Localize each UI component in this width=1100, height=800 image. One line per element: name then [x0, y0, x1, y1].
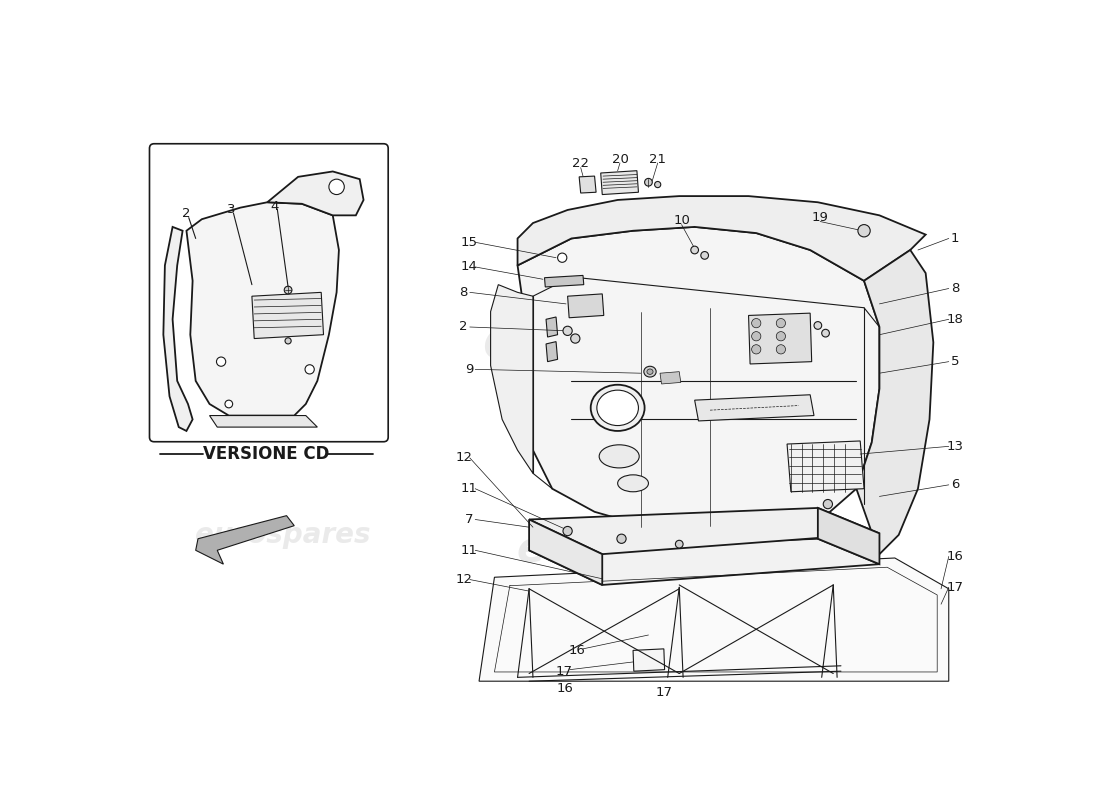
- Polygon shape: [252, 292, 323, 338]
- Polygon shape: [695, 394, 814, 421]
- Polygon shape: [856, 250, 933, 554]
- Polygon shape: [601, 170, 638, 194]
- Circle shape: [563, 326, 572, 335]
- Text: 6: 6: [950, 478, 959, 491]
- Circle shape: [751, 318, 761, 328]
- Text: 16: 16: [557, 682, 574, 695]
- Circle shape: [814, 322, 822, 330]
- Polygon shape: [529, 538, 880, 585]
- Text: eurospares: eurospares: [482, 316, 815, 368]
- Text: 19: 19: [812, 211, 828, 224]
- Polygon shape: [818, 508, 880, 564]
- Text: 3: 3: [227, 203, 235, 217]
- Polygon shape: [788, 441, 865, 492]
- Polygon shape: [546, 342, 558, 362]
- Polygon shape: [480, 558, 948, 682]
- Circle shape: [645, 178, 652, 186]
- Ellipse shape: [597, 390, 638, 426]
- Circle shape: [691, 246, 698, 254]
- Text: 22: 22: [572, 158, 590, 170]
- Text: 12: 12: [455, 451, 472, 464]
- Polygon shape: [580, 176, 596, 193]
- Circle shape: [285, 338, 292, 344]
- Ellipse shape: [647, 369, 653, 374]
- Text: 8: 8: [460, 286, 467, 299]
- Circle shape: [822, 330, 829, 337]
- Circle shape: [777, 318, 785, 328]
- Circle shape: [217, 357, 226, 366]
- Polygon shape: [568, 294, 604, 318]
- Polygon shape: [517, 196, 926, 281]
- Circle shape: [284, 286, 292, 294]
- Text: 9: 9: [465, 363, 473, 376]
- Polygon shape: [749, 313, 812, 364]
- Circle shape: [558, 253, 566, 262]
- Polygon shape: [267, 171, 363, 215]
- Polygon shape: [546, 317, 558, 337]
- Text: 4: 4: [271, 200, 279, 213]
- Circle shape: [777, 332, 785, 341]
- Circle shape: [329, 179, 344, 194]
- Text: 17: 17: [946, 581, 964, 594]
- Text: eurospares: eurospares: [195, 521, 371, 549]
- Text: 17: 17: [556, 666, 572, 678]
- Text: 17: 17: [656, 686, 672, 699]
- Text: eurospares: eurospares: [517, 530, 780, 571]
- FancyBboxPatch shape: [150, 144, 388, 442]
- Text: 5: 5: [950, 355, 959, 368]
- Polygon shape: [209, 415, 318, 427]
- Polygon shape: [163, 227, 192, 431]
- Polygon shape: [186, 202, 339, 415]
- Text: 1: 1: [950, 232, 959, 245]
- Text: 7: 7: [465, 513, 473, 526]
- Circle shape: [305, 365, 315, 374]
- Polygon shape: [517, 227, 880, 534]
- Text: 11: 11: [461, 482, 477, 495]
- Ellipse shape: [591, 385, 645, 431]
- Ellipse shape: [644, 366, 656, 377]
- Text: 14: 14: [461, 261, 477, 274]
- Circle shape: [751, 332, 761, 341]
- Text: 2: 2: [460, 321, 467, 334]
- Circle shape: [563, 526, 572, 536]
- Circle shape: [701, 251, 708, 259]
- Circle shape: [654, 182, 661, 188]
- Text: VERSIONE CD: VERSIONE CD: [202, 445, 329, 463]
- Circle shape: [751, 345, 761, 354]
- Circle shape: [777, 345, 785, 354]
- Text: 2: 2: [183, 207, 190, 220]
- Polygon shape: [660, 372, 681, 384]
- Circle shape: [823, 499, 833, 509]
- Text: 12: 12: [455, 573, 472, 586]
- Ellipse shape: [618, 475, 648, 492]
- Circle shape: [226, 400, 233, 408]
- Polygon shape: [529, 519, 603, 585]
- Text: 15: 15: [461, 236, 477, 249]
- Circle shape: [571, 334, 580, 343]
- Polygon shape: [634, 649, 664, 671]
- Text: 20: 20: [612, 153, 628, 166]
- Text: 21: 21: [649, 153, 667, 166]
- Polygon shape: [544, 275, 584, 287]
- Circle shape: [617, 534, 626, 543]
- Text: 16: 16: [946, 550, 964, 563]
- Ellipse shape: [600, 445, 639, 468]
- Text: 13: 13: [946, 440, 964, 453]
- Polygon shape: [491, 285, 534, 474]
- Circle shape: [675, 540, 683, 548]
- Text: 16: 16: [569, 644, 585, 657]
- Polygon shape: [529, 508, 880, 554]
- Text: 8: 8: [950, 282, 959, 295]
- Text: 10: 10: [673, 214, 690, 227]
- Text: 11: 11: [461, 544, 477, 557]
- Polygon shape: [196, 516, 295, 564]
- Text: 18: 18: [946, 313, 964, 326]
- Circle shape: [858, 225, 870, 237]
